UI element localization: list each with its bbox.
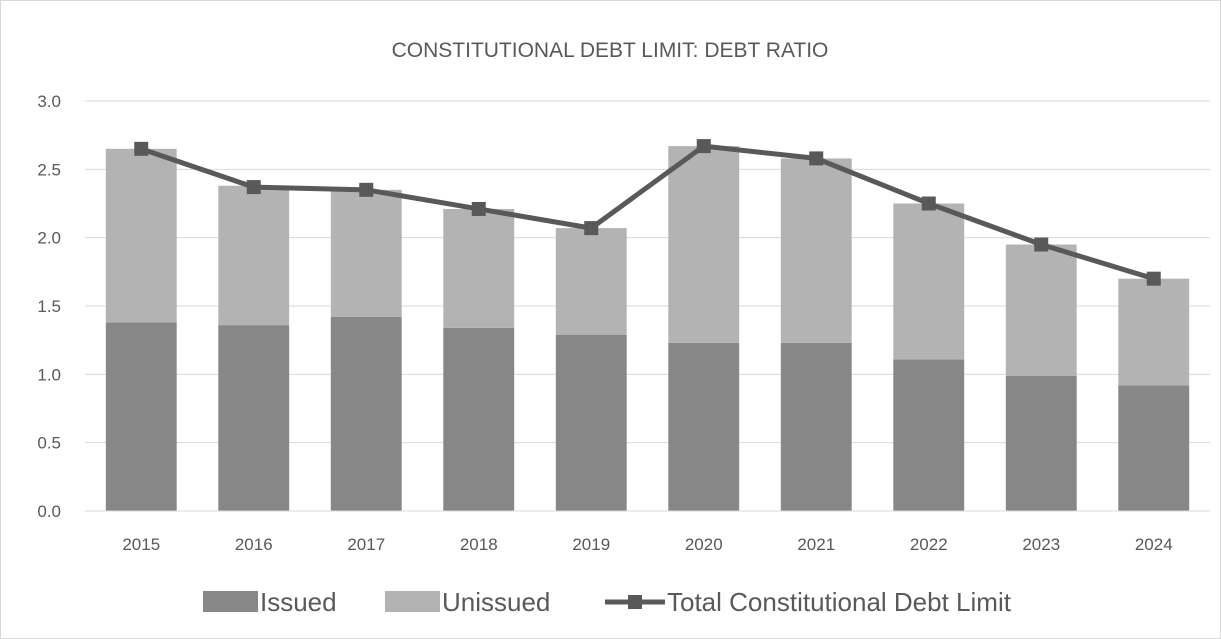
chart-title: CONSTITUTIONAL DEBT LIMIT: DEBT RATIO xyxy=(392,39,829,62)
x-tick-label: 2015 xyxy=(122,535,160,554)
total-line-marker xyxy=(246,180,261,195)
legend-label: Unissued xyxy=(442,587,550,617)
bar-unissued xyxy=(893,203,965,360)
total-line-marker xyxy=(1146,271,1161,286)
y-tick-label: 1.5 xyxy=(37,297,61,316)
x-tick-label: 2018 xyxy=(460,535,498,554)
x-tick-label: 2024 xyxy=(1135,535,1173,554)
x-tick-label: 2021 xyxy=(797,535,835,554)
x-tick-label: 2016 xyxy=(235,535,273,554)
bars xyxy=(105,146,1190,511)
legend-swatch xyxy=(385,591,440,612)
legend-marker xyxy=(628,595,642,609)
bar-issued xyxy=(218,325,290,511)
bar-issued xyxy=(668,342,740,511)
x-tick-label: 2019 xyxy=(572,535,610,554)
bar-unissued xyxy=(330,189,402,317)
bar-unissued xyxy=(555,228,627,335)
total-line-marker xyxy=(359,182,374,197)
total-line-marker xyxy=(471,201,486,216)
y-tick-label: 2.0 xyxy=(37,229,61,248)
total-line xyxy=(134,139,1161,286)
x-tick-label: 2017 xyxy=(347,535,385,554)
bar-issued xyxy=(555,334,627,511)
total-line-path xyxy=(140,143,1155,282)
bar-issued xyxy=(1005,375,1077,511)
bar-issued xyxy=(105,322,177,511)
legend-swatch xyxy=(203,591,258,612)
bar-unissued xyxy=(105,148,177,323)
total-line-marker xyxy=(1034,237,1049,252)
bar-issued xyxy=(780,342,852,511)
bar-unissued xyxy=(443,208,515,328)
bar-unissued xyxy=(668,146,740,343)
x-tick-label: 2023 xyxy=(1022,535,1060,554)
x-tick-label: 2022 xyxy=(910,535,948,554)
y-axis: 0.0 0.5 1.0 1.5 2.0 2.5 3.0 xyxy=(37,92,61,521)
y-tick-label: 2.5 xyxy=(37,160,61,179)
y-tick-label: 0.0 xyxy=(37,502,61,521)
total-line-marker xyxy=(809,151,824,166)
x-axis: 2015 2016 2017 2018 2019 2020 2021 2022 2023 2024 xyxy=(85,510,1210,554)
y-tick-label: 1.0 xyxy=(37,365,61,384)
y-tick-label: 3.0 xyxy=(37,92,61,111)
bar-issued xyxy=(1118,385,1190,511)
legend: Issued Unissued Total Constitutional Debt … xyxy=(203,587,1012,617)
bar-unissued xyxy=(1118,278,1190,386)
total-line-marker xyxy=(134,141,149,156)
bar-unissued xyxy=(1005,244,1077,376)
total-line-marker xyxy=(584,221,599,236)
total-line-marker xyxy=(921,196,936,211)
legend-label: Issued xyxy=(260,587,337,617)
total-line-marker xyxy=(696,139,711,154)
bar-issued xyxy=(443,327,515,511)
bar-unissued xyxy=(780,158,852,343)
legend-label: Total Constitutional Debt Limit xyxy=(667,587,1012,617)
y-tick-label: 0.5 xyxy=(37,434,61,453)
bar-issued xyxy=(893,359,965,511)
x-tick-label: 2020 xyxy=(685,535,723,554)
bar-issued xyxy=(330,316,402,511)
bar-unissued xyxy=(218,185,290,326)
